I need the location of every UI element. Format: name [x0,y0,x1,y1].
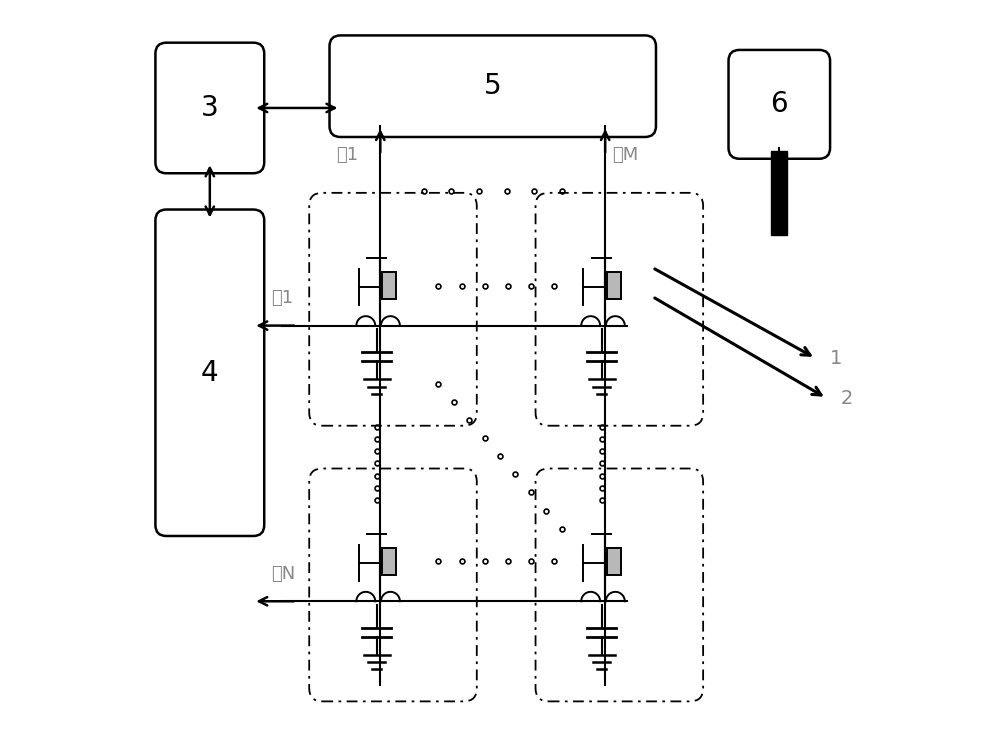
FancyBboxPatch shape [155,210,264,536]
FancyBboxPatch shape [155,42,264,173]
FancyBboxPatch shape [729,50,830,159]
Text: 列M: 列M [612,146,639,164]
Text: 列1: 列1 [336,146,359,164]
Bar [382,272,396,300]
FancyBboxPatch shape [330,35,656,137]
Bar [607,272,621,300]
Text: 4: 4 [201,359,219,387]
Bar [382,548,396,575]
Text: 3: 3 [201,94,219,122]
Text: 2: 2 [841,389,853,408]
Bar [607,548,621,575]
Text: 6: 6 [770,91,788,118]
Bar [771,151,787,235]
Text: 行1: 行1 [271,289,294,308]
Text: 1: 1 [830,349,842,368]
Text: 行N: 行N [271,565,296,583]
Text: 5: 5 [484,72,502,100]
